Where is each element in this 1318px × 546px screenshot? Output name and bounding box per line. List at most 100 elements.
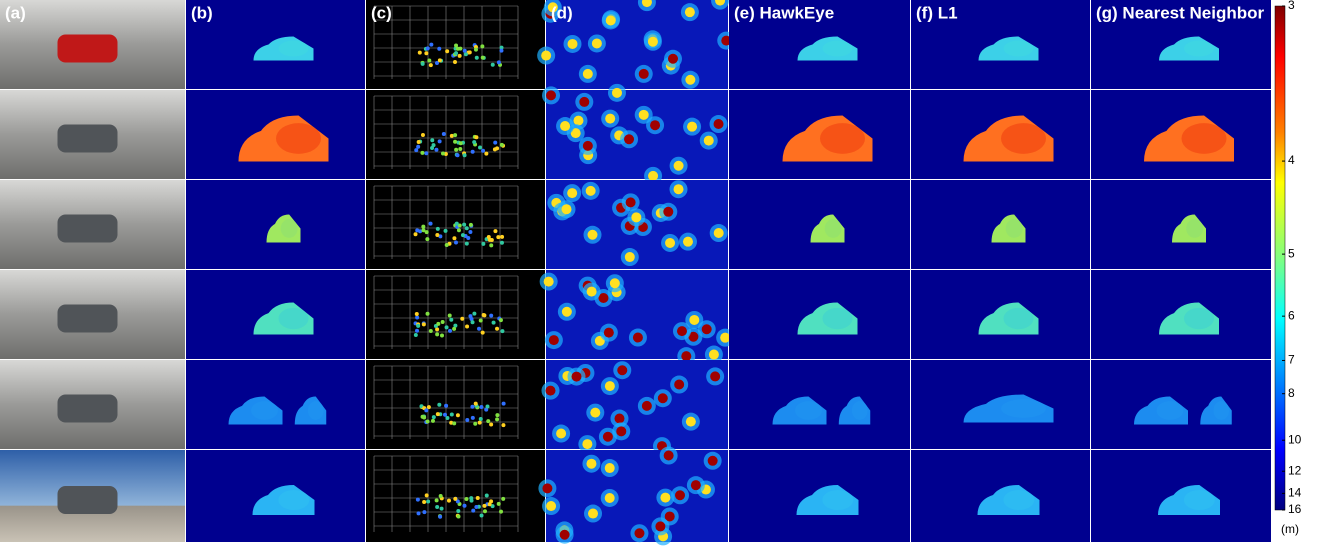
point [415, 228, 420, 233]
heat-spot [664, 511, 675, 522]
point [471, 508, 476, 513]
point [420, 61, 425, 66]
car-shade [278, 307, 309, 330]
car-shade [278, 490, 310, 510]
point [470, 320, 475, 325]
point [470, 404, 475, 409]
car-shade [1003, 307, 1034, 330]
photo-car [57, 214, 118, 243]
point [479, 405, 484, 410]
point [438, 494, 443, 499]
heat-spot [571, 371, 582, 382]
heat-spot [685, 74, 696, 85]
point [443, 228, 448, 233]
point [437, 139, 442, 144]
point [482, 503, 487, 508]
heat-spot [614, 413, 625, 424]
heat-spot [545, 385, 556, 396]
heat-spot [546, 90, 557, 101]
point [444, 325, 449, 330]
heat-spot [713, 119, 724, 130]
point [501, 423, 506, 428]
heat-spot [707, 455, 718, 466]
point [453, 139, 458, 144]
point [482, 313, 487, 318]
heat-spot [567, 188, 578, 199]
point [456, 228, 461, 233]
colorbar-tick-label: 12 [1288, 463, 1302, 477]
point [424, 493, 429, 498]
heat-spot [632, 332, 643, 343]
car-shade [280, 219, 298, 238]
car-shade [1156, 401, 1184, 420]
point [449, 412, 454, 417]
colorbar-gradient [1274, 5, 1286, 511]
heat-spot [604, 463, 615, 474]
point [457, 223, 462, 228]
colorbar-tick-label: 8 [1288, 386, 1295, 400]
panel-label: (e) HawkEye [734, 3, 834, 22]
point [441, 131, 446, 136]
point [458, 141, 463, 146]
point [445, 415, 450, 420]
heat-spot [590, 407, 601, 418]
car-shade [820, 123, 865, 154]
point [416, 323, 421, 328]
heat-spot [647, 36, 658, 47]
heat-spot [667, 53, 678, 64]
colorbar-tick-label: 10 [1288, 432, 1302, 446]
point [421, 224, 426, 229]
point [454, 221, 459, 226]
point [486, 235, 491, 240]
car-shade [1005, 219, 1023, 238]
panel-label: (g) Nearest Neighbor [1096, 3, 1265, 22]
point [490, 504, 495, 509]
point [493, 140, 498, 145]
point [416, 511, 421, 516]
point [464, 226, 469, 231]
point [462, 48, 467, 53]
point [480, 330, 485, 335]
point [435, 232, 440, 237]
point [479, 513, 484, 518]
point [435, 504, 440, 509]
point [424, 230, 429, 235]
point [454, 147, 459, 152]
point [465, 324, 470, 329]
colorbar-tick-label: 3 [1288, 0, 1295, 12]
point [415, 315, 420, 320]
heat-spot [673, 184, 684, 195]
heat-spot [625, 197, 636, 208]
heat-spot [713, 228, 724, 239]
heat-spot [573, 115, 584, 126]
point [480, 44, 485, 49]
heat-spot [710, 371, 721, 382]
point [435, 226, 440, 231]
panel-cell [539, 270, 735, 366]
heat-spot [660, 492, 671, 503]
heat-spot [676, 326, 687, 337]
point [465, 418, 470, 423]
heat-spot [541, 50, 552, 61]
heat-spot [682, 236, 693, 247]
heat-spot [648, 170, 659, 181]
point [455, 153, 460, 158]
panel-cell [1091, 360, 1271, 449]
heat-spot [579, 96, 590, 107]
point [499, 142, 504, 147]
point [421, 322, 426, 327]
heat-spot [690, 480, 701, 491]
point [489, 238, 494, 243]
point [462, 503, 467, 508]
point [472, 140, 477, 145]
point [467, 50, 472, 55]
point [440, 151, 445, 156]
point [481, 241, 486, 246]
car-shade [1184, 307, 1214, 330]
point [487, 502, 492, 507]
point [434, 60, 439, 65]
pointcloud-bg [366, 450, 545, 542]
heat-spot [603, 327, 614, 338]
heat-spot [582, 439, 593, 450]
panel-label: (f) L1 [916, 3, 958, 22]
